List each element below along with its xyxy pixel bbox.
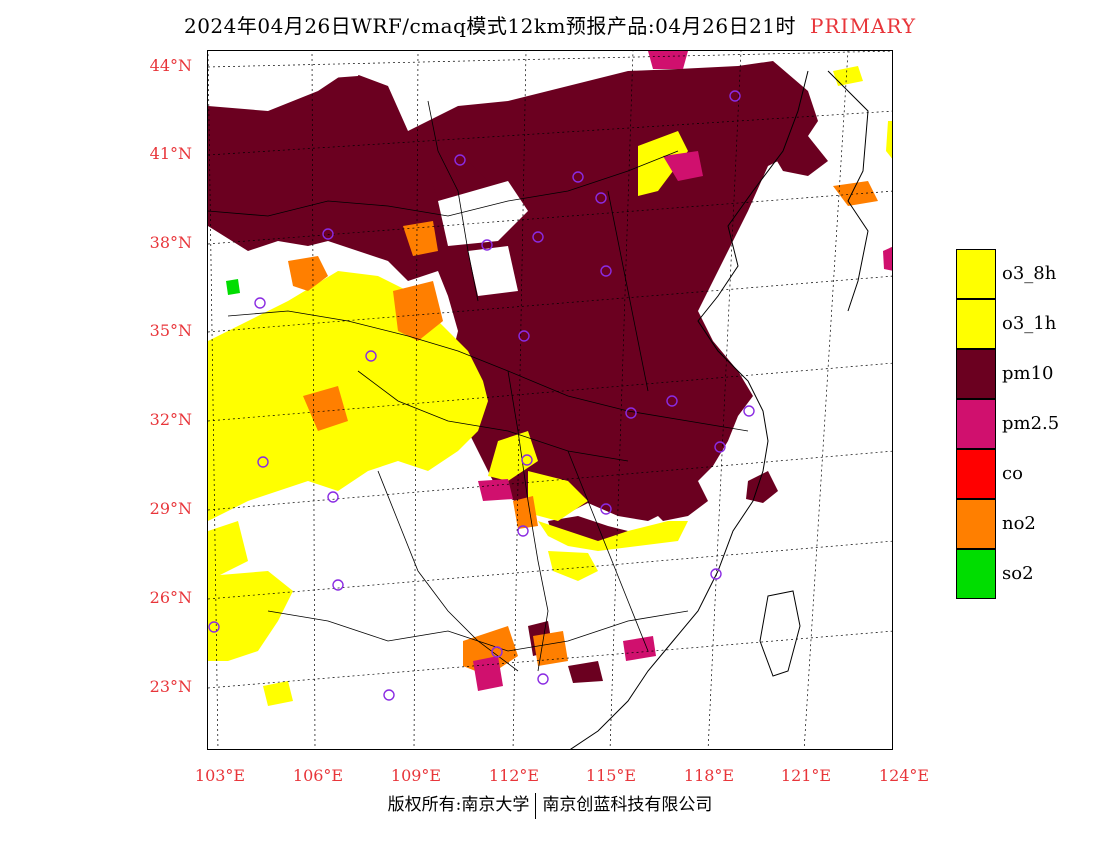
map-svg (208, 51, 892, 749)
legend-label: co (1002, 463, 1023, 484)
province-borders (208, 100, 749, 672)
lat-label-23: 23°N (149, 677, 192, 696)
map-title: 2024年04月26日WRF/cmaq模式12km预报产品:04月26日21时 P… (0, 10, 1100, 39)
city-markers (208, 90, 755, 701)
legend-label: o3_8h (1002, 263, 1057, 284)
no2-area (288, 181, 878, 676)
lat-label-35: 35°N (149, 321, 192, 340)
legend-label: so2 (1002, 563, 1034, 584)
lon-label-109: 109°E (390, 766, 442, 785)
legend-swatch (956, 399, 996, 449)
legend-swatch (956, 249, 996, 299)
legend-swatch (956, 299, 996, 349)
legend-label: no2 (1002, 513, 1036, 534)
lat-label-38: 38°N (149, 233, 192, 252)
title-tag: PRIMARY (810, 14, 917, 38)
legend-label: pm2.5 (1002, 413, 1060, 434)
lon-label-121: 121°E (780, 766, 832, 785)
pollutant-map (207, 50, 893, 750)
so2-area (226, 279, 240, 295)
title-main: 2024年04月26日WRF/cmaq模式12km预报产品:04月26日21时 (183, 14, 797, 38)
legend-swatch (956, 349, 996, 399)
lon-label-124: 124°E (878, 766, 930, 785)
lon-label-106: 106°E (292, 766, 344, 785)
copyright-right: 南京创蓝科技有限公司 (542, 795, 713, 815)
lat-label-32: 32°N (149, 410, 192, 429)
legend-swatch (956, 549, 996, 599)
copyright-left: 版权所有:南京大学 (387, 795, 530, 815)
lon-label-118: 118°E (683, 766, 735, 785)
lon-label-115: 115°E (585, 766, 637, 785)
korea-outline (827, 70, 869, 312)
lon-label-112: 112°E (488, 766, 540, 785)
copyright-footer: 版权所有:南京大学 南京创蓝科技有限公司 (0, 790, 1100, 819)
pm25-area (473, 51, 892, 691)
lat-label-29: 29°N (149, 499, 192, 518)
taiwan-outline (759, 590, 801, 677)
legend-swatch (956, 499, 996, 549)
lat-label-26: 26°N (149, 588, 192, 607)
lat-label-41: 41°N (149, 144, 192, 163)
lat-label-44: 44°N (149, 56, 192, 75)
footer-divider (535, 792, 537, 819)
graticule (208, 51, 892, 749)
legend-label: pm10 (1002, 363, 1054, 384)
legend-swatch (956, 449, 996, 499)
lon-label-103: 103°E (194, 766, 246, 785)
legend-label: o3_1h (1002, 313, 1057, 334)
coastline (570, 70, 809, 749)
